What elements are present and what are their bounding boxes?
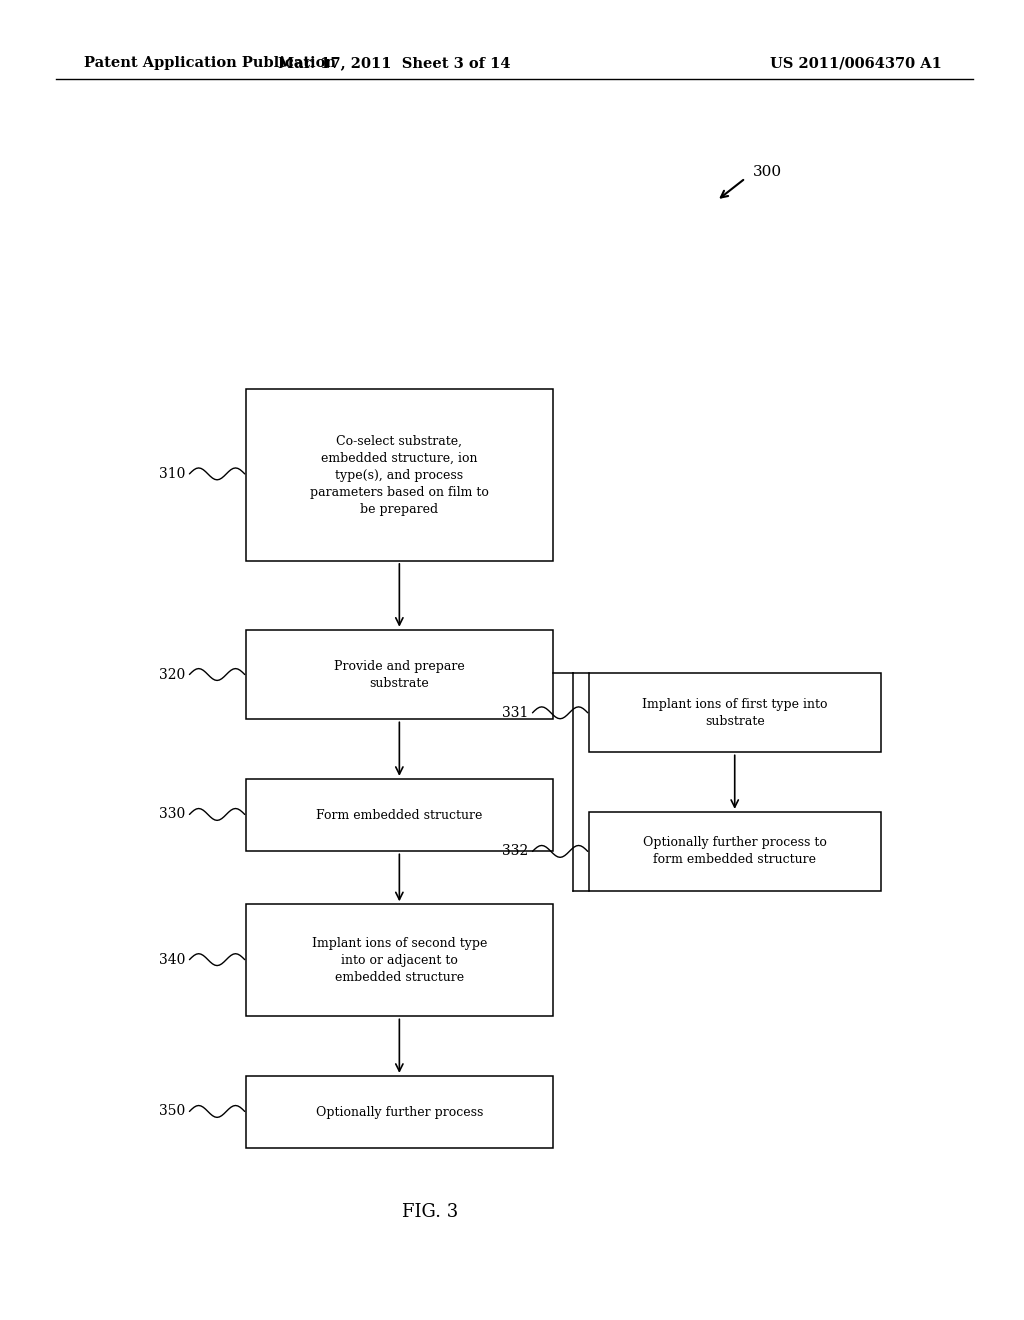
FancyBboxPatch shape	[246, 630, 553, 719]
Text: Provide and prepare
substrate: Provide and prepare substrate	[334, 660, 465, 689]
Text: Co-select substrate,
embedded structure, ion
type(s), and process
parameters bas: Co-select substrate, embedded structure,…	[310, 434, 488, 516]
Text: Form embedded structure: Form embedded structure	[316, 809, 482, 821]
Text: 300: 300	[753, 165, 781, 178]
Text: 310: 310	[159, 467, 185, 480]
Text: Optionally further process: Optionally further process	[315, 1106, 483, 1118]
Text: 332: 332	[502, 845, 528, 858]
Text: 340: 340	[159, 953, 185, 966]
Text: Optionally further process to
form embedded structure: Optionally further process to form embed…	[643, 837, 826, 866]
Text: 330: 330	[159, 808, 185, 821]
FancyBboxPatch shape	[246, 779, 553, 851]
FancyBboxPatch shape	[246, 904, 553, 1016]
FancyBboxPatch shape	[589, 673, 881, 752]
Text: US 2011/0064370 A1: US 2011/0064370 A1	[770, 57, 942, 70]
Text: 350: 350	[159, 1105, 185, 1118]
Text: 320: 320	[159, 668, 185, 681]
Text: 331: 331	[502, 706, 528, 719]
Text: FIG. 3: FIG. 3	[402, 1203, 458, 1221]
Text: Mar. 17, 2011  Sheet 3 of 14: Mar. 17, 2011 Sheet 3 of 14	[278, 57, 511, 70]
FancyBboxPatch shape	[589, 812, 881, 891]
Text: Implant ions of first type into
substrate: Implant ions of first type into substrat…	[642, 698, 827, 727]
Text: Implant ions of second type
into or adjacent to
embedded structure: Implant ions of second type into or adja…	[311, 937, 487, 983]
FancyBboxPatch shape	[246, 1076, 553, 1148]
Text: Patent Application Publication: Patent Application Publication	[84, 57, 336, 70]
FancyBboxPatch shape	[246, 389, 553, 561]
